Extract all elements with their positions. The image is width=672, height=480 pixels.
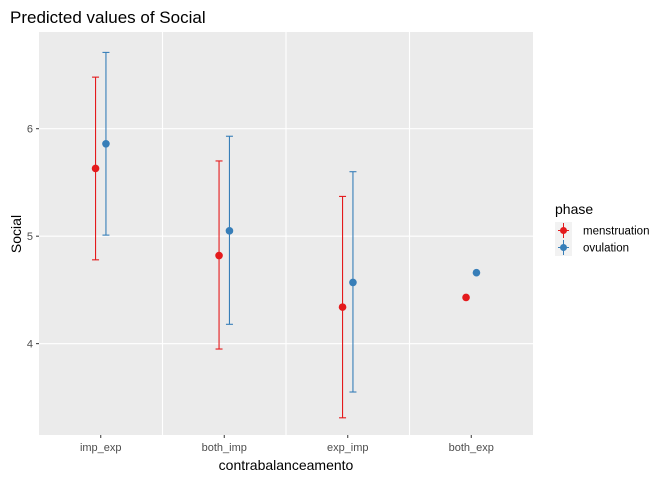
data-point bbox=[225, 227, 234, 235]
legend: phase menstruation ovulation bbox=[555, 201, 649, 256]
y-tick-label: 6 bbox=[27, 124, 33, 136]
data-point bbox=[91, 164, 100, 173]
x-tick-label: both_imp bbox=[202, 442, 247, 454]
x-axis-title: contrabalanceamento bbox=[219, 457, 354, 473]
data-point bbox=[472, 268, 481, 277]
legend-key-point bbox=[560, 227, 567, 234]
x-tick-label: exp_imp bbox=[327, 442, 369, 454]
data-point bbox=[462, 293, 470, 302]
data-point bbox=[349, 278, 357, 287]
x-tick-label: imp_exp bbox=[80, 442, 122, 454]
y-axis-title: Social bbox=[8, 215, 24, 253]
y-axis: 4 5 6 bbox=[27, 124, 39, 351]
y-tick-label: 5 bbox=[27, 231, 33, 243]
data-point bbox=[338, 303, 347, 311]
x-axis: imp_exp both_imp exp_imp both_exp bbox=[80, 435, 494, 454]
y-tick-label: 4 bbox=[27, 339, 33, 351]
legend-title: phase bbox=[555, 201, 593, 217]
legend-label: ovulation bbox=[583, 243, 629, 255]
chart-title: Predicted values of Social bbox=[10, 8, 206, 27]
grid-lines bbox=[39, 32, 533, 435]
x-tick-label: both_exp bbox=[449, 442, 494, 454]
data-point bbox=[215, 251, 223, 260]
legend-label: menstruation bbox=[583, 226, 649, 238]
legend-key-point bbox=[560, 244, 567, 251]
chart-marks bbox=[91, 51, 481, 419]
data-point bbox=[102, 139, 110, 148]
